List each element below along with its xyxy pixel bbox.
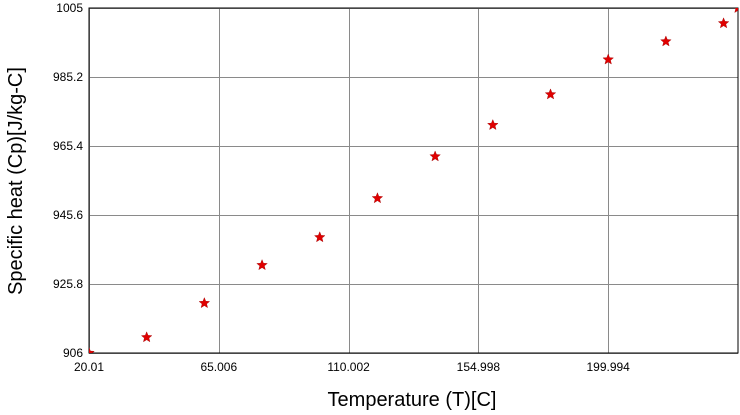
data-point: [198, 297, 211, 309]
x-tick-label: 65.006: [200, 360, 237, 374]
data-point: [371, 192, 384, 204]
tick-labels: 20.01 65.006 110.002 154.998 199.994 906 925.8…: [53, 1, 630, 374]
y-tick-label: 985.2: [53, 70, 83, 84]
data-point: [734, 8, 738, 13]
y-axis-title: Specific heat (Cp)[J/kg-C]: [5, 67, 27, 295]
data-point: [429, 150, 441, 162]
y-tick-label: 906: [63, 346, 83, 360]
y-tick-label: 965.4: [53, 139, 83, 153]
data-point: [140, 331, 153, 343]
data-point: [256, 259, 268, 271]
data-point: [717, 17, 730, 29]
x-tick-label: 154.998: [457, 360, 501, 374]
data-point: [89, 346, 95, 353]
x-axis-title: Temperature (T)[C]: [328, 389, 497, 411]
data-point: [487, 119, 499, 130]
x-tick-label: 20.01: [74, 360, 104, 374]
y-tick-label: 1005: [56, 1, 83, 15]
data-point: [544, 88, 557, 100]
plot-area: [89, 8, 738, 353]
data-point: [602, 53, 614, 65]
y-tick-label: 925.8: [53, 277, 83, 291]
y-tick-label: 945.6: [53, 208, 83, 222]
data-point: [313, 231, 326, 243]
plot-frame: [88, 7, 739, 354]
data-point: [660, 35, 672, 47]
data-points: [89, 8, 738, 353]
x-tick-label: 199.994: [586, 360, 630, 374]
x-tick-label: 110.002: [327, 360, 370, 374]
